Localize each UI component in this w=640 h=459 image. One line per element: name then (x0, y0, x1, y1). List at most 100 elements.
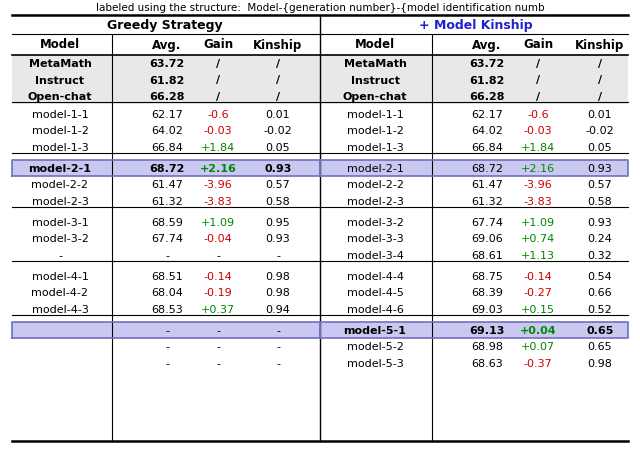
Text: MetaMath: MetaMath (344, 59, 406, 69)
Text: 69.13: 69.13 (469, 325, 505, 335)
Text: +2.16: +2.16 (521, 164, 555, 174)
Text: 61.47: 61.47 (151, 180, 183, 190)
Text: /: / (598, 92, 602, 102)
Text: 68.04: 68.04 (151, 288, 183, 298)
Text: 64.02: 64.02 (471, 126, 503, 136)
Text: model-1-1: model-1-1 (31, 110, 88, 120)
Text: model-2-2: model-2-2 (31, 180, 88, 190)
Text: Gain: Gain (523, 39, 553, 51)
Text: model-1-2: model-1-2 (347, 126, 403, 136)
Text: -: - (216, 325, 220, 335)
Text: Kinship: Kinship (575, 39, 625, 51)
Text: model-3-2: model-3-2 (347, 218, 403, 228)
Text: 61.82: 61.82 (469, 75, 505, 85)
Text: model-2-3: model-2-3 (347, 196, 403, 207)
Text: 0.93: 0.93 (588, 164, 612, 174)
Text: /: / (276, 92, 280, 102)
Text: /: / (536, 92, 540, 102)
Text: -: - (276, 358, 280, 368)
Text: +1.09: +1.09 (521, 218, 555, 228)
Text: +0.04: +0.04 (520, 325, 556, 335)
Text: 0.57: 0.57 (588, 180, 612, 190)
Text: 66.28: 66.28 (469, 92, 505, 102)
Text: 0.65: 0.65 (588, 342, 612, 352)
Text: model-1-3: model-1-3 (31, 143, 88, 153)
Text: -0.04: -0.04 (204, 234, 232, 244)
Text: +1.09: +1.09 (201, 218, 235, 228)
Text: -3.83: -3.83 (204, 196, 232, 207)
Text: 0.58: 0.58 (266, 196, 291, 207)
Text: model-4-3: model-4-3 (31, 304, 88, 314)
Text: 68.53: 68.53 (151, 304, 183, 314)
Text: Model: Model (40, 39, 80, 51)
Text: model-5-2: model-5-2 (347, 342, 403, 352)
Text: 0.58: 0.58 (588, 196, 612, 207)
Text: +1.84: +1.84 (521, 143, 555, 153)
Text: 68.59: 68.59 (151, 218, 183, 228)
Text: 62.17: 62.17 (151, 110, 183, 120)
Text: model-4-4: model-4-4 (346, 271, 403, 281)
Text: +0.74: +0.74 (521, 234, 555, 244)
Text: labeled using the structure:  Model-{generation number}-{model identification nu: labeled using the structure: Model-{gene… (96, 3, 544, 13)
Text: 0.98: 0.98 (266, 271, 291, 281)
Text: 68.72: 68.72 (149, 164, 185, 174)
Text: 68.75: 68.75 (471, 271, 503, 281)
Text: -3.96: -3.96 (524, 180, 552, 190)
Text: 66.28: 66.28 (149, 92, 185, 102)
Text: /: / (216, 59, 220, 69)
Bar (12, 56, 320, 105)
Text: model-1-1: model-1-1 (347, 110, 403, 120)
Text: -: - (165, 325, 169, 335)
Text: 68.72: 68.72 (471, 164, 503, 174)
Text: -0.19: -0.19 (204, 288, 232, 298)
Text: 61.47: 61.47 (471, 180, 503, 190)
Text: model-4-2: model-4-2 (31, 288, 88, 298)
Text: -0.14: -0.14 (204, 271, 232, 281)
Text: MetaMath: MetaMath (29, 59, 92, 69)
Text: 0.57: 0.57 (266, 180, 291, 190)
Text: -: - (276, 251, 280, 260)
Text: model-2-2: model-2-2 (346, 180, 403, 190)
Text: +1.84: +1.84 (201, 143, 235, 153)
Text: Model: Model (355, 39, 395, 51)
Text: model-2-1: model-2-1 (347, 164, 403, 174)
Text: 0.95: 0.95 (266, 218, 291, 228)
Text: 68.51: 68.51 (151, 271, 183, 281)
Text: /: / (216, 92, 220, 102)
Text: model-2-1: model-2-1 (29, 164, 92, 174)
Text: 68.39: 68.39 (471, 288, 503, 298)
Text: 68.63: 68.63 (471, 358, 503, 368)
Text: 0.98: 0.98 (266, 288, 291, 298)
Text: -3.83: -3.83 (524, 196, 552, 207)
Text: -: - (165, 342, 169, 352)
Text: model-4-5: model-4-5 (347, 288, 403, 298)
Text: -0.6: -0.6 (207, 110, 229, 120)
Text: /: / (276, 59, 280, 69)
Bar (320, 322, 628, 339)
Text: -: - (276, 342, 280, 352)
Text: + Model Kinship: + Model Kinship (419, 18, 533, 31)
Text: 63.72: 63.72 (469, 59, 504, 69)
Text: +0.07: +0.07 (521, 342, 555, 352)
Text: +2.16: +2.16 (200, 164, 236, 174)
Text: 64.02: 64.02 (151, 126, 183, 136)
Text: -0.02: -0.02 (586, 126, 614, 136)
Bar (12, 322, 320, 339)
Text: model-2-3: model-2-3 (31, 196, 88, 207)
Text: 61.32: 61.32 (471, 196, 503, 207)
Text: 0.32: 0.32 (588, 251, 612, 260)
Text: model-4-1: model-4-1 (31, 271, 88, 281)
Text: 0.05: 0.05 (266, 143, 291, 153)
Text: 0.93: 0.93 (588, 218, 612, 228)
Text: 0.54: 0.54 (588, 271, 612, 281)
Text: model-5-1: model-5-1 (344, 325, 406, 335)
Text: -0.6: -0.6 (527, 110, 549, 120)
Text: -: - (165, 251, 169, 260)
Text: Instruct: Instruct (35, 75, 84, 85)
Text: 0.93: 0.93 (266, 234, 291, 244)
Text: 0.98: 0.98 (588, 358, 612, 368)
Text: /: / (216, 75, 220, 85)
Text: /: / (276, 75, 280, 85)
Text: 63.72: 63.72 (149, 59, 184, 69)
Text: Kinship: Kinship (253, 39, 303, 51)
